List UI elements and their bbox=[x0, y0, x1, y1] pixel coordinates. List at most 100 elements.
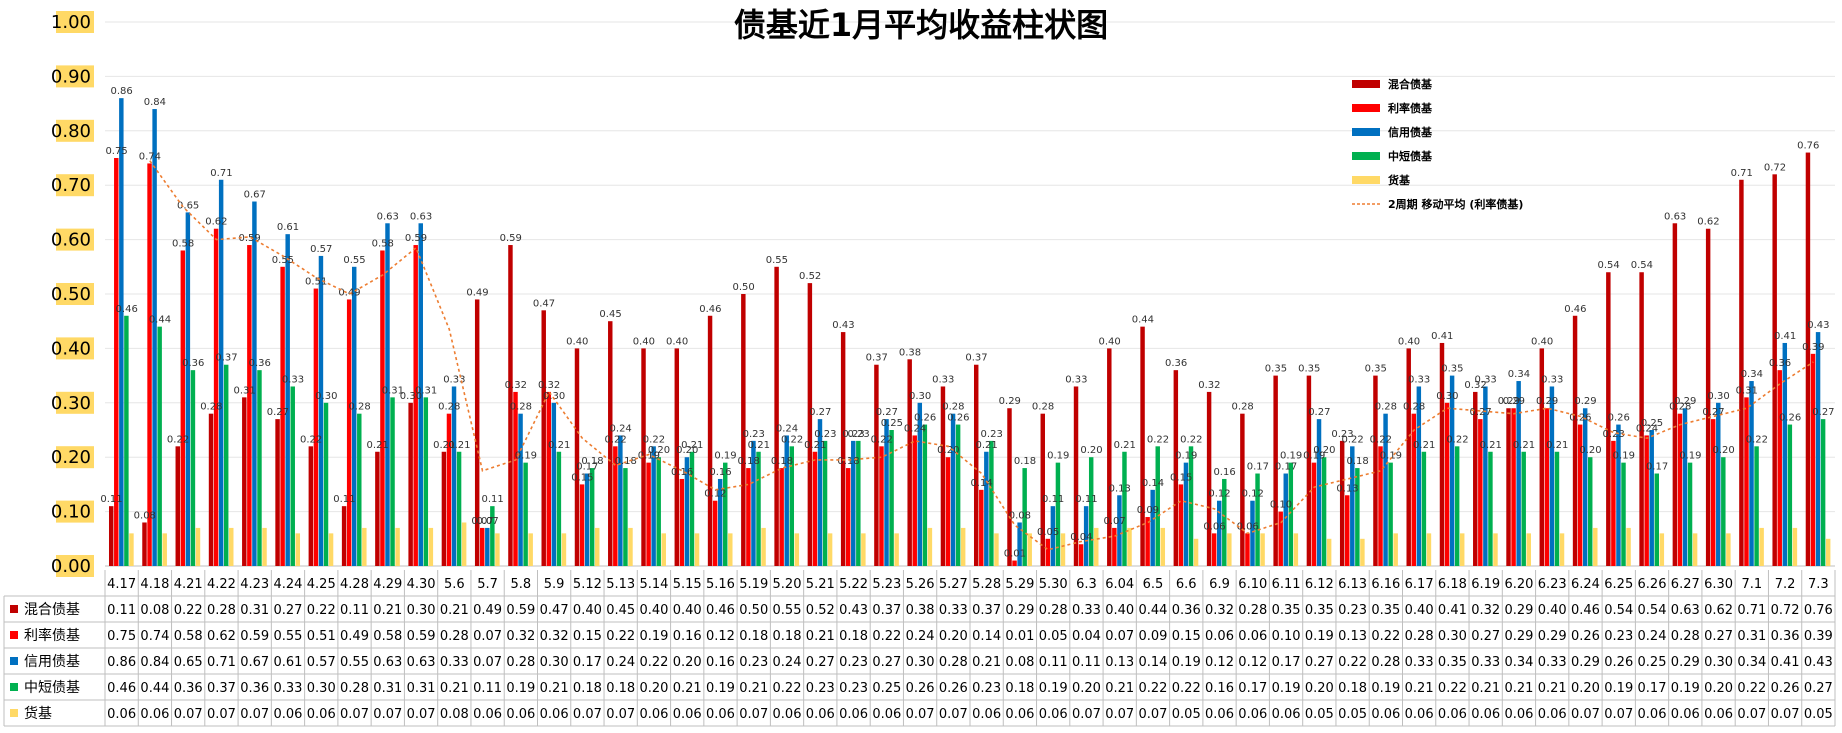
table-cell: 0.16 bbox=[706, 655, 735, 670]
bar-value-label: 0.18 bbox=[1014, 456, 1036, 467]
table-cell: 0.21 bbox=[373, 603, 402, 618]
bar-value-label: 0.19 bbox=[515, 451, 537, 462]
bar-value-label: 0.23 bbox=[814, 429, 836, 440]
x-tick-label: 7.2 bbox=[1775, 577, 1796, 592]
bar bbox=[229, 527, 234, 566]
bar-value-label: 0.28 bbox=[1669, 402, 1691, 413]
bar-value-label: 0.52 bbox=[799, 271, 821, 282]
table-cell: 0.06 bbox=[473, 707, 502, 722]
x-tick-label: 6.5 bbox=[1143, 577, 1164, 592]
bar-value-label: 0.46 bbox=[116, 304, 138, 315]
bar bbox=[257, 370, 262, 566]
bar bbox=[1122, 451, 1127, 566]
table-cell: 0.07 bbox=[207, 707, 236, 722]
bar-value-label: 0.30 bbox=[1436, 391, 1458, 402]
table-row-header: 货基 bbox=[24, 705, 52, 722]
table-cell: 0.07 bbox=[240, 707, 269, 722]
table-cell: 0.30 bbox=[1438, 629, 1467, 644]
table-cell: 0.54 bbox=[1638, 603, 1667, 618]
bar bbox=[341, 506, 347, 566]
bar bbox=[1782, 342, 1788, 566]
bar-value-label: 0.27 bbox=[809, 407, 831, 418]
table-cell: 0.05 bbox=[1172, 707, 1201, 722]
bar bbox=[1721, 457, 1726, 566]
bar-value-label: 0.11 bbox=[1042, 494, 1064, 505]
bar bbox=[561, 533, 567, 566]
bar-value-label: 0.18 bbox=[771, 456, 793, 467]
table-cell: 0.32 bbox=[506, 629, 535, 644]
bar bbox=[1577, 424, 1583, 566]
bar-value-label: 0.28 bbox=[200, 402, 222, 413]
bar-value-label: 0.22 bbox=[1446, 434, 1468, 445]
table-cell: 0.29 bbox=[1538, 629, 1567, 644]
bar bbox=[1682, 408, 1688, 566]
table-cell: 0.22 bbox=[773, 681, 802, 696]
bar-value-label: 0.14 bbox=[970, 478, 992, 489]
bar-value-label: 0.49 bbox=[338, 287, 360, 298]
bar bbox=[674, 348, 680, 566]
table-cell: 0.24 bbox=[773, 655, 802, 670]
bar bbox=[1083, 506, 1089, 566]
bar-value-label: 0.09 bbox=[1137, 505, 1159, 516]
legend-swatch bbox=[1352, 104, 1380, 112]
bar bbox=[1007, 408, 1012, 566]
bar-value-label: 0.74 bbox=[139, 151, 161, 162]
x-tick-label: 5.29 bbox=[1005, 577, 1034, 592]
bar bbox=[1283, 473, 1288, 566]
bar-value-label: 0.58 bbox=[372, 238, 394, 249]
table-cell: 0.33 bbox=[1471, 655, 1500, 670]
bar-value-label: 0.20 bbox=[648, 445, 670, 456]
bar-value-label: 0.84 bbox=[144, 97, 166, 108]
table-cell: 0.30 bbox=[407, 603, 436, 618]
table-cell: 0.35 bbox=[1272, 603, 1301, 618]
table-cell: 0.40 bbox=[1405, 603, 1434, 618]
bar-value-label: 0.25 bbox=[1641, 418, 1663, 429]
bar-value-label: 0.21 bbox=[1413, 440, 1435, 451]
bar bbox=[185, 212, 191, 566]
table-cell: 0.37 bbox=[872, 603, 901, 618]
bar-value-label: 0.16 bbox=[671, 467, 693, 478]
bar-value-label: 0.35 bbox=[1298, 364, 1320, 375]
table-cell: 0.19 bbox=[706, 681, 735, 696]
bar-value-label: 0.26 bbox=[1569, 413, 1591, 424]
x-tick-label: 6.25 bbox=[1604, 577, 1633, 592]
table-cell: 0.33 bbox=[939, 603, 968, 618]
legend-label: 2周期 移动平均 (利率债基) bbox=[1388, 197, 1523, 211]
bar bbox=[1426, 533, 1432, 566]
x-tick-label: 6.3 bbox=[1076, 577, 1097, 592]
table-cell: 0.10 bbox=[1272, 629, 1301, 644]
bar bbox=[124, 315, 129, 566]
table-cell: 0.18 bbox=[606, 681, 635, 696]
bar-value-label: 0.36 bbox=[1165, 358, 1187, 369]
bar bbox=[280, 266, 285, 566]
bar bbox=[618, 435, 623, 566]
bar bbox=[927, 527, 933, 566]
bar bbox=[190, 370, 196, 566]
bar-value-label: 0.21 bbox=[1546, 440, 1568, 451]
x-tick-label: 5.27 bbox=[939, 577, 968, 592]
bar-value-label: 0.65 bbox=[177, 200, 199, 211]
table-cell: 0.23 bbox=[739, 655, 768, 670]
bar bbox=[1820, 419, 1826, 566]
bar bbox=[1373, 375, 1378, 566]
bar-value-label: 0.54 bbox=[1598, 260, 1620, 271]
bar-value-label: 0.11 bbox=[1075, 494, 1097, 505]
bar-value-label: 0.22 bbox=[1147, 434, 1169, 445]
bar-value-label: 0.27 bbox=[1702, 407, 1724, 418]
table-cell: 0.22 bbox=[1371, 629, 1400, 644]
table-cell: 0.32 bbox=[1471, 603, 1500, 618]
table-cell: 0.51 bbox=[307, 629, 336, 644]
bar bbox=[684, 457, 690, 566]
bar bbox=[1626, 527, 1631, 566]
bar bbox=[879, 446, 884, 566]
bar bbox=[1050, 506, 1056, 566]
bar-value-label: 0.75 bbox=[105, 146, 127, 157]
table-cell: 0.18 bbox=[573, 681, 602, 696]
bar-value-label: 0.20 bbox=[1313, 445, 1335, 456]
bar-value-label: 0.20 bbox=[1080, 445, 1102, 456]
bar bbox=[318, 255, 324, 567]
bar-value-label: 0.20 bbox=[1712, 445, 1734, 456]
bar-value-label: 0.32 bbox=[1198, 380, 1220, 391]
bar-value-label: 0.19 bbox=[1047, 451, 1069, 462]
bar-value-label: 0.11 bbox=[333, 494, 355, 505]
